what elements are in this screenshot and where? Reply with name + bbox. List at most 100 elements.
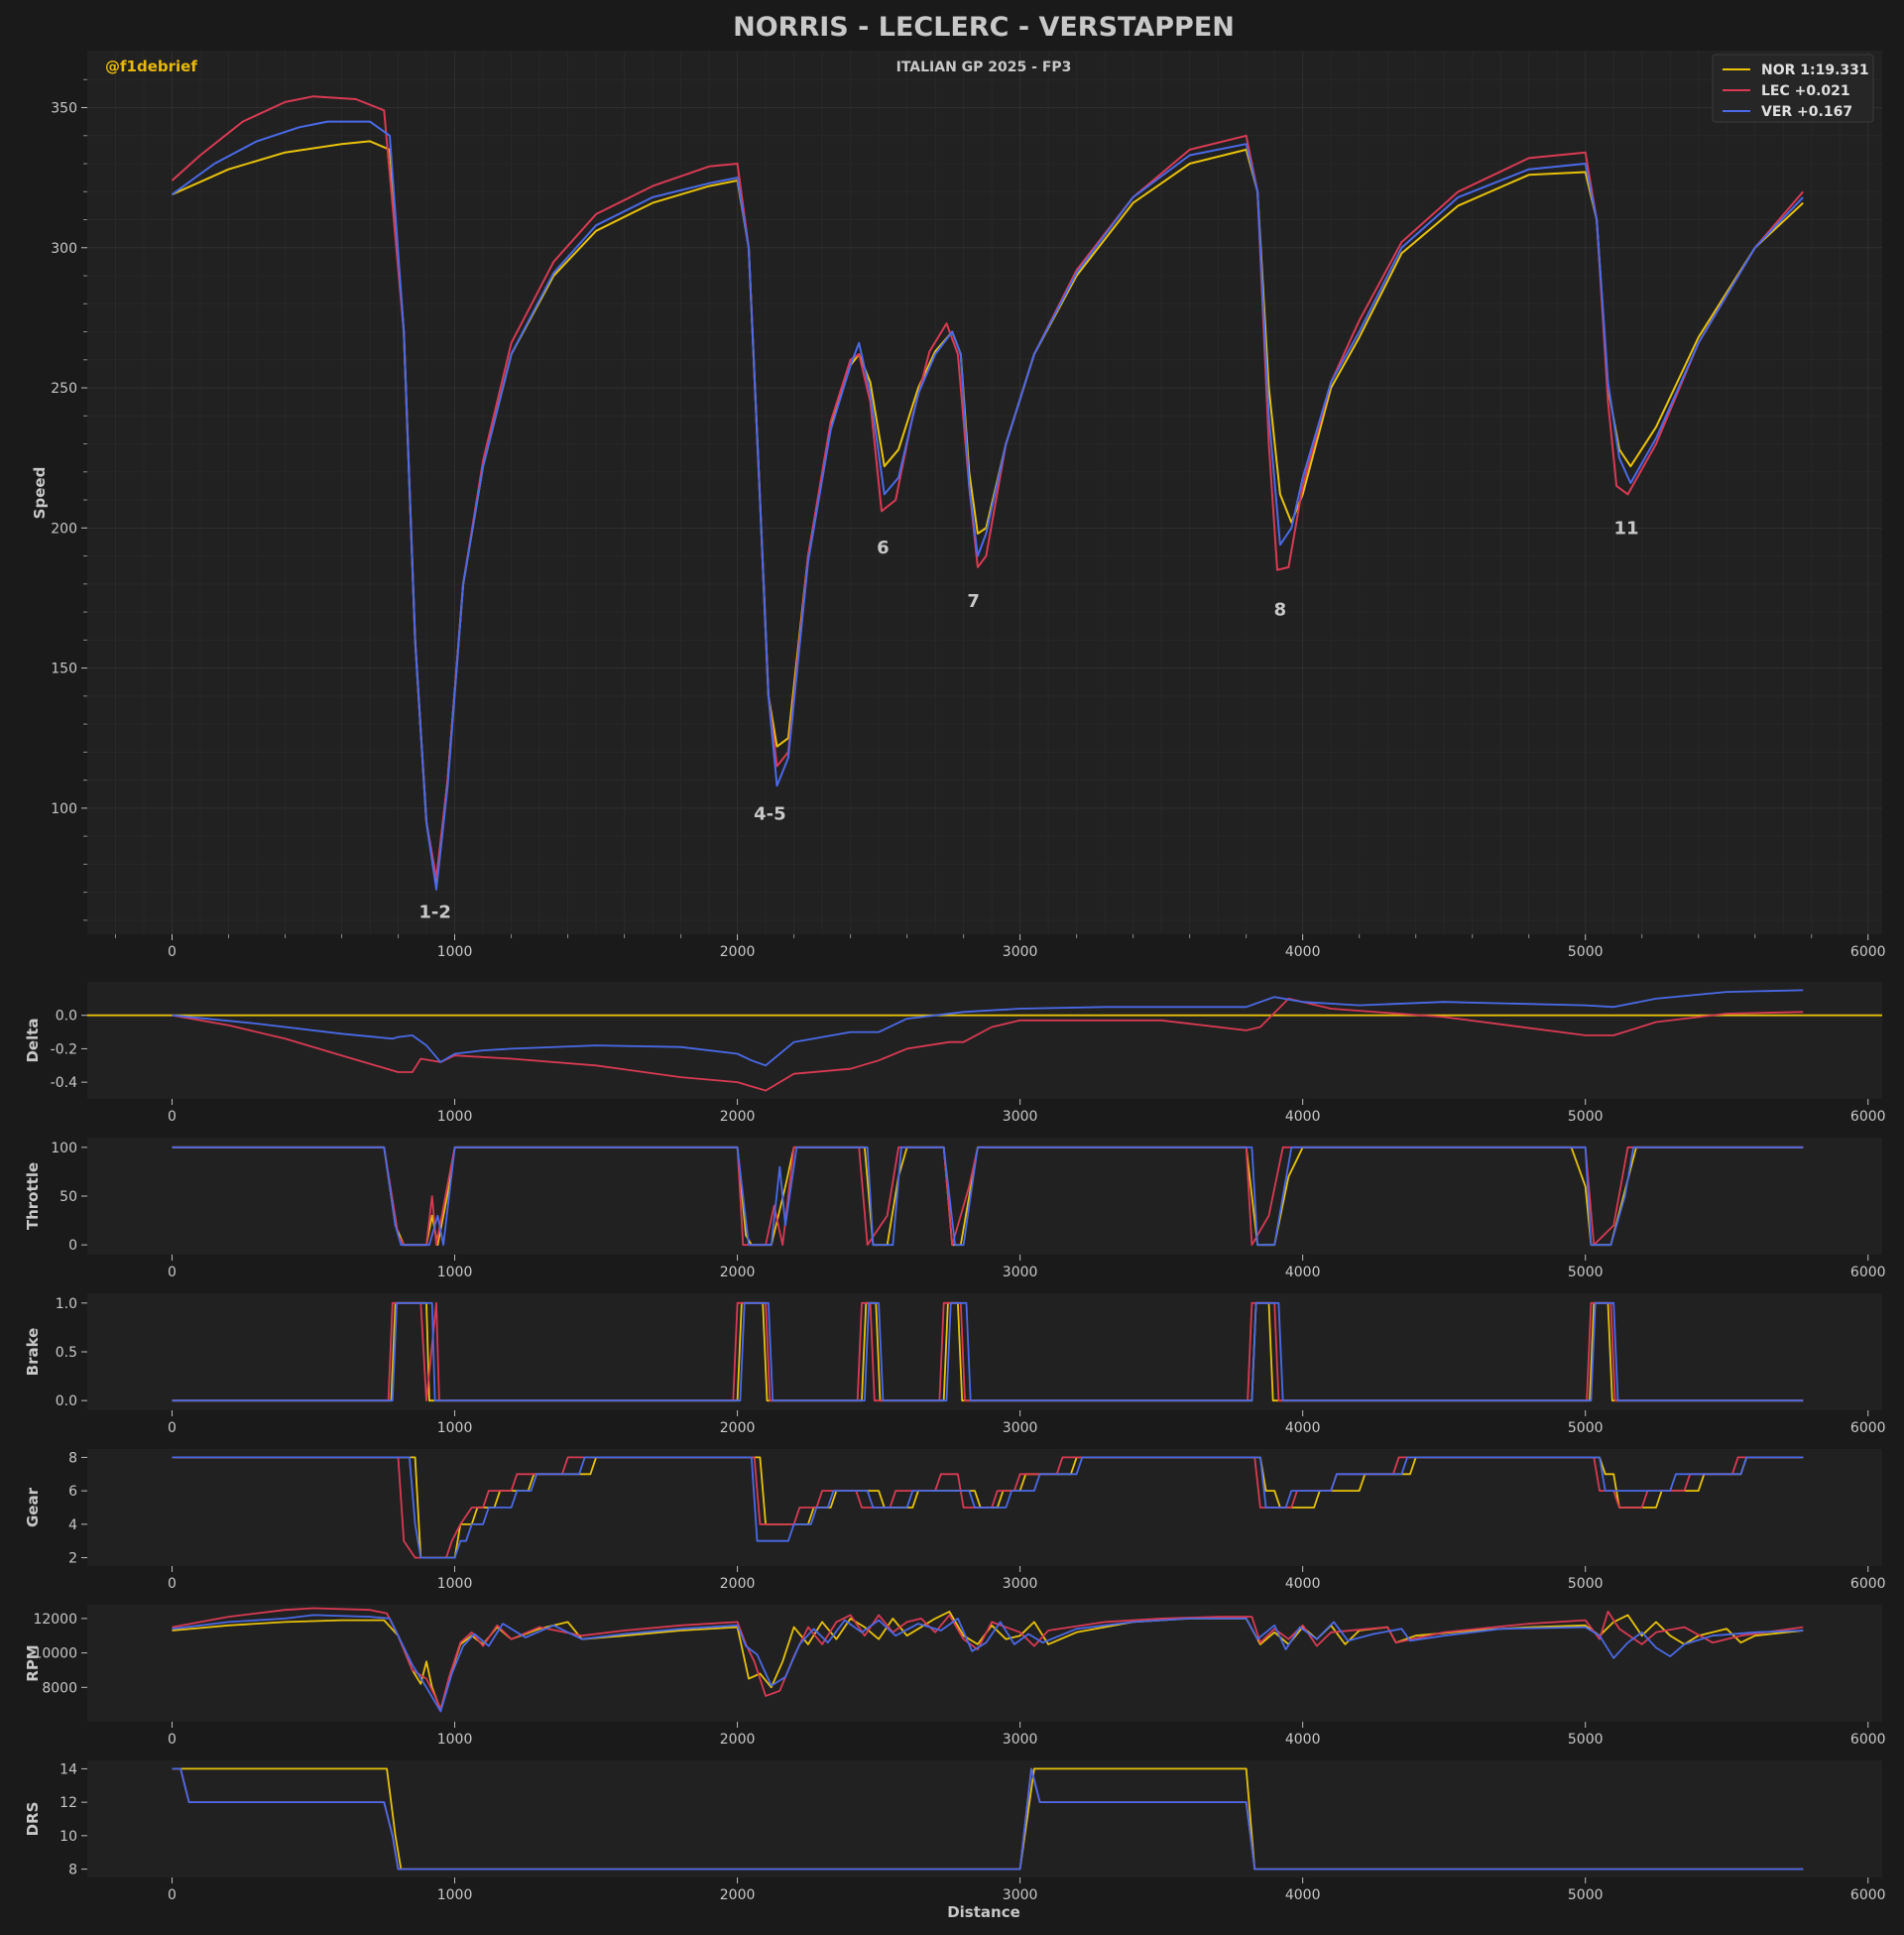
brake-x-tick-label: 2000	[720, 1420, 756, 1436]
throttle-x-tick-label: 1000	[437, 1265, 473, 1280]
gear-y-tick-label: 6	[68, 1484, 77, 1500]
drs-x-tick-label: 3000	[1003, 1887, 1038, 1903]
gear-x-tick-label: 4000	[1285, 1576, 1321, 1592]
gear-y-tick-label: 8	[68, 1450, 77, 1466]
session-subtitle: ITALIAN GP 2025 - FP3	[896, 60, 1072, 75]
x-axis-label: Distance	[947, 1903, 1020, 1921]
brake-y-axis-label: Brake	[24, 1328, 42, 1377]
delta-y-axis-label: Delta	[24, 1018, 42, 1062]
drs-y-tick-label: 8	[68, 1863, 77, 1878]
panel-speed: 0 1000 2000 3000 4000 5000 6000 100 150 200 250 300…	[31, 51, 1886, 960]
drs-y-tick-label: 14	[60, 1761, 77, 1777]
throttle-y-axis-label: Throttle	[24, 1162, 42, 1230]
brake-x-tick-label: 4000	[1285, 1420, 1321, 1436]
drs-x-tick-label: 0	[168, 1887, 177, 1903]
legend-label-ver: VER +0.167	[1761, 104, 1852, 120]
rpm-y-axis-label: RPM	[24, 1644, 42, 1681]
speed-x-tick-label: 2000	[720, 944, 756, 960]
gear-line-lec	[172, 1456, 1804, 1559]
speed-y-tick-label: 100	[51, 801, 77, 817]
rpm-line-nor	[172, 1611, 1804, 1711]
rpm-y-tick-label: 12000	[33, 1612, 77, 1628]
throttle-x-tick-label: 2000	[720, 1265, 756, 1280]
speed-plot-area	[87, 52, 1882, 934]
rpm-x-tick-label: 3000	[1003, 1732, 1038, 1748]
brake-x-tick-label: 6000	[1850, 1420, 1886, 1436]
brake-y-tick-label: 0.0	[56, 1393, 77, 1409]
corner-label: 8	[1274, 599, 1287, 620]
panel-rpm: 0 1000 2000 3000 4000 5000 6000 8000 10000 12000 R…	[24, 1605, 1886, 1748]
brake-line-ver	[172, 1301, 1804, 1402]
speed-x-tick-label: 5000	[1568, 944, 1604, 960]
delta-y-tick-label: 0.0	[56, 1009, 77, 1025]
drs-plot-area	[87, 1760, 1882, 1877]
gear-x-tick-label: 2000	[720, 1576, 756, 1592]
corner-label: 6	[877, 538, 890, 558]
throttle-x-tick-label: 4000	[1285, 1265, 1321, 1280]
rpm-x-tick-label: 1000	[437, 1732, 473, 1748]
speed-y-tick-label: 150	[51, 662, 77, 677]
speed-y-tick-label: 350	[51, 101, 77, 117]
gear-y-tick-label: 2	[68, 1551, 77, 1567]
throttle-line-lec	[172, 1146, 1804, 1247]
rpm-x-tick-label: 2000	[720, 1732, 756, 1748]
delta-line-ver	[172, 989, 1804, 1067]
speed-x-tick-label: 4000	[1285, 944, 1321, 960]
speed-y-tick-label: 300	[51, 241, 77, 257]
throttle-y-tick-label: 50	[60, 1189, 77, 1205]
throttle-y-tick-label: 100	[51, 1141, 77, 1156]
figure-title: NORRIS - LECLERC - VERSTAPPEN	[733, 12, 1235, 43]
gear-x-tick-label: 1000	[437, 1576, 473, 1592]
panel-brake: 0 1000 2000 3000 4000 5000 6000 0.0 0.5 1.0 Brake	[24, 1293, 1886, 1436]
speed-x-tick-label: 6000	[1850, 944, 1886, 960]
rpm-x-tick-label: 0	[168, 1732, 177, 1748]
delta-x-tick-label: 5000	[1568, 1109, 1604, 1125]
rpm-x-tick-label: 5000	[1568, 1732, 1604, 1748]
rpm-x-tick-label: 4000	[1285, 1732, 1321, 1748]
watermark: @f1debrief	[105, 58, 197, 75]
brake-plot-area	[87, 1293, 1882, 1410]
panel-group: 0 1000 2000 3000 4000 5000 6000100150200250300…	[24, 51, 1886, 1903]
gear-x-tick-label: 3000	[1003, 1576, 1038, 1592]
delta-y-tick-label: -0.4	[51, 1075, 77, 1091]
gear-line-nor	[172, 1456, 1804, 1559]
corner-label: 1-2	[418, 902, 451, 922]
gear-y-axis-label: Gear	[24, 1487, 42, 1527]
legend-label-nor: NOR 1:19.331	[1761, 62, 1869, 78]
speed-line-ver	[171, 120, 1804, 891]
delta-x-tick-label: 1000	[437, 1109, 473, 1125]
brake-x-tick-label: 5000	[1568, 1420, 1604, 1436]
panel-drs: 0 1000 2000 3000 4000 5000 6000 8 10 12 14 DRS	[24, 1760, 1886, 1903]
delta-line-lec	[172, 998, 1804, 1092]
rpm-y-tick-label: 10000	[33, 1646, 77, 1662]
throttle-x-tick-label: 3000	[1003, 1265, 1038, 1280]
brake-x-tick-label: 0	[168, 1420, 177, 1436]
drs-x-tick-label: 2000	[720, 1887, 756, 1903]
corner-label: 4-5	[754, 804, 786, 825]
speed-x-tick-label: 0	[168, 944, 177, 960]
gear-x-tick-label: 5000	[1568, 1576, 1604, 1592]
legend-box	[1712, 54, 1874, 123]
rpm-line-ver	[172, 1614, 1804, 1713]
drs-x-tick-label: 6000	[1850, 1887, 1886, 1903]
brake-y-tick-label: 1.0	[56, 1296, 77, 1312]
rpm-x-tick-label: 6000	[1850, 1732, 1886, 1748]
delta-x-tick-label: 3000	[1003, 1109, 1038, 1125]
panel-gear: 0 1000 2000 3000 4000 5000 6000 2 4 6 8 Gear	[24, 1449, 1886, 1592]
drs-y-axis-label: DRS	[24, 1802, 42, 1837]
delta-y-tick-label: -0.2	[51, 1041, 77, 1057]
delta-x-tick-label: 6000	[1850, 1109, 1886, 1125]
brake-x-tick-label: 1000	[437, 1420, 473, 1436]
delta-x-tick-label: 0	[168, 1109, 177, 1125]
rpm-line-lec	[172, 1607, 1804, 1711]
throttle-x-tick-label: 6000	[1850, 1265, 1886, 1280]
throttle-y-tick-label: 0	[68, 1238, 77, 1254]
delta-x-tick-label: 2000	[720, 1109, 756, 1125]
brake-y-tick-label: 0.5	[56, 1345, 77, 1361]
corner-label: 7	[967, 591, 980, 612]
rpm-y-tick-label: 8000	[42, 1680, 77, 1696]
legend-label-lec: LEC +0.021	[1761, 83, 1850, 99]
drs-line-ver	[172, 1767, 1804, 1871]
